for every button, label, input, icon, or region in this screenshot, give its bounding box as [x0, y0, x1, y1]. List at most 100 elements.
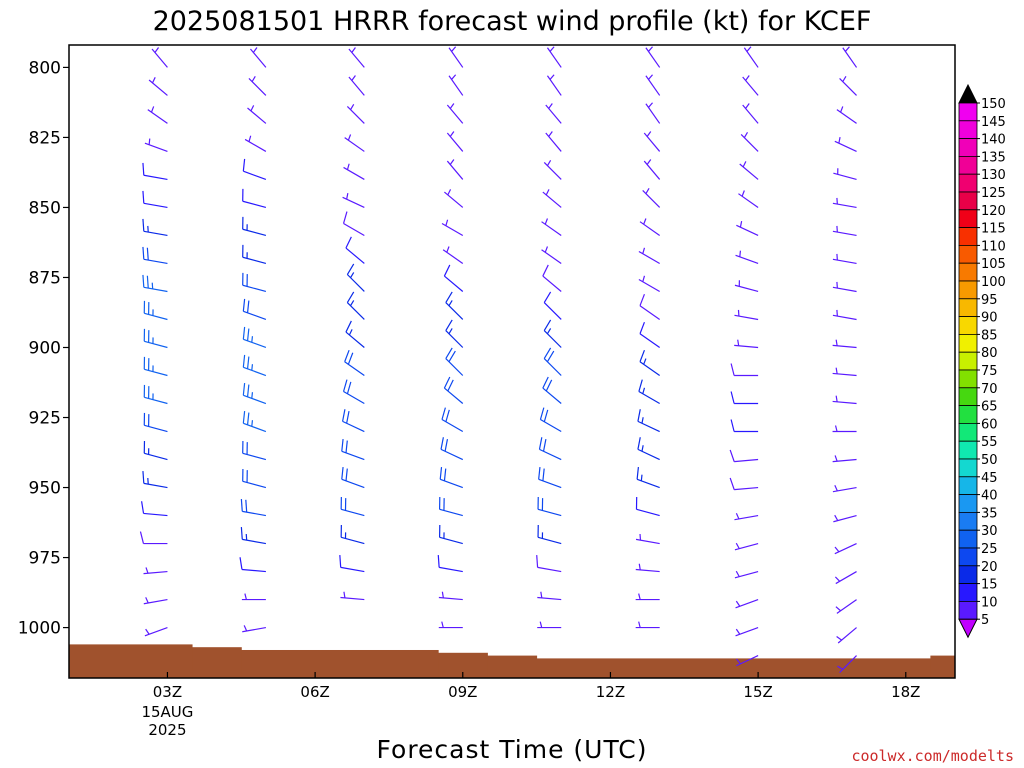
wind-barb-half-feather — [735, 513, 740, 520]
wind-barb — [742, 103, 759, 124]
wind-barb — [346, 104, 365, 124]
wind-barb-feather — [342, 211, 348, 224]
colorbar-tick-label: 10 — [981, 595, 998, 610]
credit-text: coolwx.com/modelts — [851, 747, 1014, 765]
wind-barb — [346, 263, 365, 292]
colorbar-segment — [958, 244, 978, 264]
wind-barb — [342, 379, 365, 405]
wind-barb-feather — [246, 384, 250, 397]
wind-barb — [836, 106, 857, 124]
colorbar-segment — [958, 102, 978, 122]
wind-barb — [250, 47, 267, 68]
wind-barb-half-feather — [741, 190, 745, 197]
wind-barb — [541, 218, 562, 236]
wind-barb-half-feather — [739, 250, 742, 257]
wind-barb-half-feather — [643, 358, 647, 365]
wind-barb-half-feather — [251, 76, 256, 82]
wind-barb-feather — [146, 247, 149, 261]
wind-barb-feather — [730, 391, 735, 404]
colorbar-segment — [958, 120, 978, 140]
wind-barb — [144, 138, 168, 152]
wind-barb-half-feather — [642, 275, 646, 282]
wind-barb — [635, 496, 660, 517]
wind-barb-half-feather — [252, 47, 258, 53]
colorbar-tick-label: 150 — [981, 97, 1006, 112]
wind-barb-feather — [242, 354, 246, 368]
wind-barb — [340, 496, 365, 517]
wind-barb-half-feather — [441, 621, 444, 628]
wind-barb-half-feather — [251, 364, 254, 371]
wind-barb-half-feather — [834, 455, 838, 462]
colorbar-segment — [958, 155, 978, 175]
colorbar-tick-label: 15 — [981, 578, 998, 593]
wind-barb-feather — [443, 376, 451, 389]
wind-barb-half-feather — [346, 163, 350, 170]
wind-barb-feather — [441, 407, 446, 420]
colorbar-tick-label: 25 — [981, 542, 998, 557]
wind-barb — [639, 293, 661, 320]
colorbar-tick-label: 130 — [981, 168, 1006, 183]
wind-barb-half-feather — [544, 246, 549, 253]
wind-barb-feather — [546, 350, 555, 363]
wind-barb — [143, 356, 168, 377]
colorbar-tick-label: 120 — [981, 204, 1006, 219]
wind-barb — [340, 591, 365, 601]
surface-segment — [487, 655, 538, 678]
wind-barb-feather — [639, 321, 645, 334]
wind-barb-half-feather — [251, 336, 254, 343]
colorbar-tick-label: 95 — [981, 293, 998, 308]
wind-barb — [438, 621, 463, 629]
wind-barb — [348, 75, 365, 96]
wind-barb-half-feather — [546, 328, 552, 335]
wind-barb — [242, 188, 267, 209]
x-tick-label: 15Z — [743, 683, 772, 701]
wind-barb-half-feather — [638, 563, 641, 570]
wind-barb — [446, 159, 464, 180]
wind-barb — [635, 563, 660, 573]
wind-barb — [248, 76, 267, 96]
colorbar-segment — [958, 494, 978, 513]
wind-barb-half-feather — [640, 474, 643, 481]
colorbar-tick-label: 105 — [981, 257, 1006, 272]
wind-barb-feather — [542, 264, 549, 277]
wind-barb-feather — [345, 236, 352, 249]
colorbar-tick-label: 40 — [981, 489, 998, 504]
wind-barb-feather — [142, 162, 145, 176]
colorbar-segment — [958, 565, 978, 584]
colorbar-segment — [958, 280, 978, 300]
wind-barb-feather — [142, 274, 145, 288]
wind-barb — [242, 272, 267, 293]
wind-barb-feather — [444, 439, 449, 452]
wind-barb-feather — [445, 319, 453, 331]
wind-barb — [837, 655, 857, 673]
wind-barb — [240, 527, 266, 545]
wind-barb-feather — [141, 501, 145, 514]
wind-barb — [339, 555, 365, 573]
wind-barb — [438, 496, 463, 517]
wind-barb-half-feather — [145, 597, 149, 604]
wind-barb-half-feather — [735, 570, 740, 577]
wind-barb-half-feather — [347, 134, 352, 141]
colorbar-segment — [958, 547, 978, 567]
wind-barb — [445, 319, 464, 348]
wind-barb-feather — [142, 246, 145, 260]
wind-barb — [546, 46, 562, 68]
wind-barb — [242, 382, 267, 405]
colorbar-segment — [958, 209, 978, 229]
wind-barb-feather — [545, 379, 553, 392]
wind-barb-half-feather — [447, 189, 452, 196]
wind-barb-feather — [638, 379, 643, 392]
wind-barb-half-feather — [445, 219, 449, 226]
wind-barb — [142, 470, 168, 489]
wind-barb-half-feather — [348, 329, 353, 336]
wind-barb — [643, 131, 661, 152]
wind-barb-half-feather — [844, 46, 850, 52]
wind-barb-feather — [240, 499, 243, 512]
wind-barb-feather — [443, 264, 451, 277]
wind-barb — [239, 557, 266, 573]
wind-barb — [240, 499, 266, 517]
wind-barb-feather — [345, 440, 348, 453]
wind-barb-feather — [542, 376, 549, 389]
colorbar-segment — [958, 262, 978, 282]
wind-barb — [836, 627, 857, 644]
